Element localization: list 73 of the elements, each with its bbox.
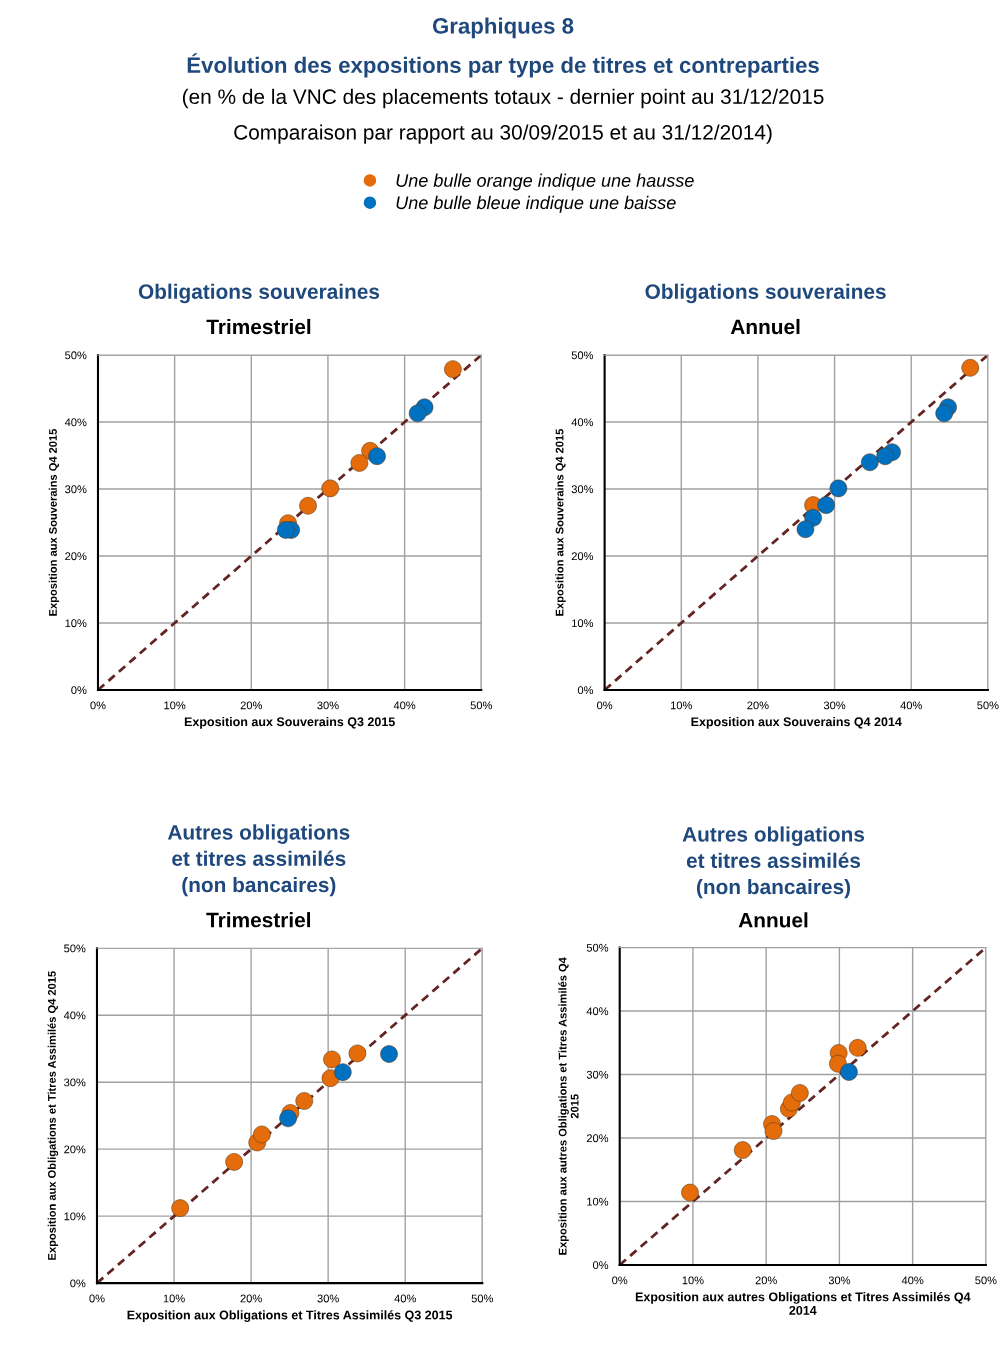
point <box>681 1183 699 1202</box>
x-tick-label: 20% <box>240 701 263 710</box>
point <box>348 1044 367 1063</box>
y-tick-label: 50% <box>571 351 594 360</box>
chart-title: Autres obligations et titres assimilés (non bancaires) <box>167 824 350 897</box>
x-tick-label: 0% <box>89 1294 105 1303</box>
chart-title: Obligations souveraines <box>645 283 886 304</box>
y-tick-label: 40% <box>64 418 87 427</box>
text: Comparaison par rapport au 30/09/2015 et au 31/12/2014) <box>234 124 772 144</box>
x-tick-label: 0% <box>90 701 106 710</box>
y-axis-title: Exposition aux Souverains Q4 2015 <box>48 428 60 616</box>
x-tick-label: 10% <box>164 701 186 710</box>
text: (en % de la VNC des placements totaux - dernier point au 31/12/2015 <box>182 88 824 109</box>
x-tick-label: 50% <box>975 1276 997 1285</box>
chart-subtitle: Trimestriel <box>206 318 311 335</box>
chart-subtitle: Trimestriel <box>206 912 311 928</box>
x-tick-label: 30% <box>317 701 339 710</box>
y-tick-label: 0% <box>71 686 87 695</box>
y-tick-label: 0% <box>592 1261 609 1270</box>
x-tick-label: 0% <box>612 1276 628 1285</box>
y-tick-label: 30% <box>64 1078 86 1087</box>
y-tick-label: 20% <box>64 1145 86 1154</box>
x-tick-label: 50% <box>977 701 999 710</box>
x-axis-title: Exposition aux autres Obligations et Titres Assimilés Q4 2014 <box>635 1292 971 1315</box>
x-tick-label: 10% <box>682 1276 704 1285</box>
y-tick-label: 30% <box>571 485 594 494</box>
chart-subtitle: Annuel <box>738 912 808 928</box>
y-tick-label: 50% <box>586 943 609 952</box>
point <box>408 404 427 423</box>
point <box>171 1199 189 1217</box>
x-tick-label: 30% <box>828 1276 851 1285</box>
legend-label: Une bulle orange indique une hausse <box>396 173 694 191</box>
y-tick-label: 40% <box>586 1007 609 1016</box>
y-tick-label: 10% <box>64 1212 86 1221</box>
y-tick-label: 50% <box>65 351 87 360</box>
x-tick-label: 40% <box>394 1294 416 1303</box>
y-tick-label: 20% <box>586 1134 609 1143</box>
y-tick-label: 10% <box>587 1197 609 1206</box>
y-axis-title: Exposition aux Obligations et Titres Assimilés Q4 2015 <box>47 971 59 1260</box>
x-tick-label: 20% <box>755 1276 777 1285</box>
y-tick-label: 50% <box>64 944 86 953</box>
x-tick-label: 30% <box>823 701 846 710</box>
text: Graphiques 8 <box>432 17 574 39</box>
y-tick-label: 20% <box>65 552 87 561</box>
x-tick-label: 40% <box>393 701 416 710</box>
text: Évolution des expositions par type de titres et contreparties <box>187 53 819 78</box>
y-tick-label: 0% <box>577 686 594 695</box>
y-tick-label: 30% <box>65 485 87 494</box>
y-tick-label: 20% <box>571 552 594 561</box>
chart-title: Autres obligations et titres assimilés (non bancaires) <box>682 826 865 899</box>
x-tick-label: 50% <box>471 1294 493 1303</box>
point <box>848 1039 867 1057</box>
y-tick-label: 10% <box>65 619 87 628</box>
x-tick-label: 20% <box>747 701 769 710</box>
y-axis-title: Exposition aux autres Obligations et Titres Assimilés Q4 2015 <box>558 957 579 1255</box>
chart-title: Obligations souveraines <box>138 283 380 304</box>
chart-subtitle: Annuel <box>730 318 800 335</box>
legend-label: Une bulle bleue indique une baisse <box>396 195 676 213</box>
x-tick-label: 10% <box>670 701 692 710</box>
y-tick-label: 30% <box>586 1070 609 1079</box>
y-tick-label: 10% <box>572 619 594 628</box>
x-axis-title: Exposition aux Souverains Q4 2014 <box>691 717 902 729</box>
y-tick-label: 40% <box>571 418 594 427</box>
y-axis-title: Exposition aux Souverains Q4 2015 <box>555 428 566 616</box>
x-tick-label: 40% <box>901 1276 924 1285</box>
x-tick-label: 10% <box>163 1294 185 1303</box>
x-tick-label: 50% <box>470 701 492 710</box>
x-tick-label: 40% <box>900 701 922 710</box>
x-tick-label: 30% <box>317 1294 339 1303</box>
x-axis-title: Exposition aux Souverains Q3 2015 <box>184 717 395 729</box>
x-tick-label: 20% <box>240 1294 262 1303</box>
y-tick-label: 40% <box>63 1011 86 1020</box>
x-axis-title: Exposition aux Obligations et Titres Assimilés Q3 2015 <box>127 1310 453 1322</box>
